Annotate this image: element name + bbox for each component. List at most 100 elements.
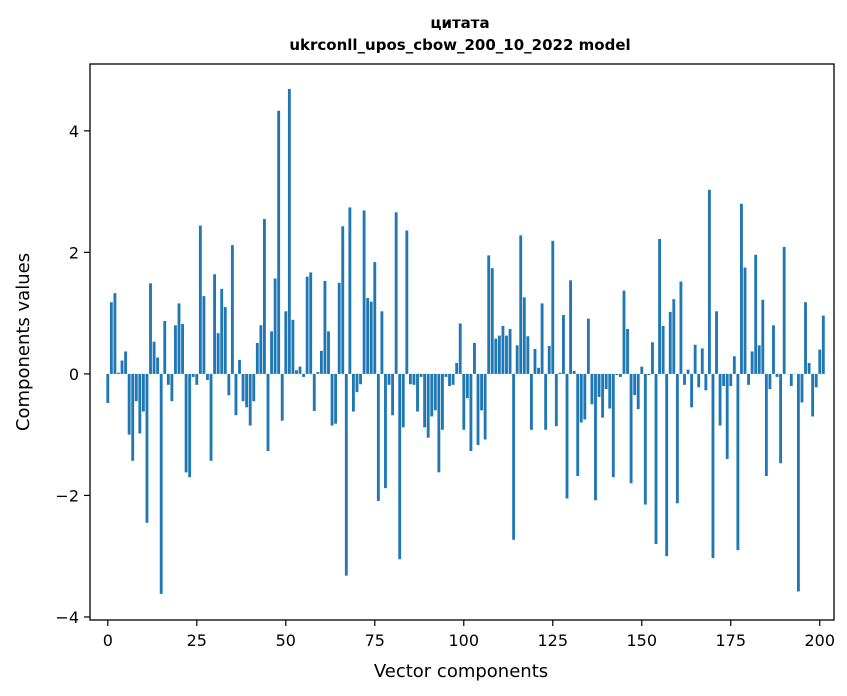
x-axis-ticks: 0 25 50 75 100 125 150 175 200 bbox=[103, 620, 835, 650]
bar bbox=[579, 373, 583, 423]
bar bbox=[391, 373, 395, 416]
bar bbox=[775, 373, 779, 377]
bar bbox=[277, 110, 281, 374]
bar bbox=[740, 203, 743, 374]
bar bbox=[658, 239, 661, 374]
bar bbox=[501, 325, 505, 374]
y-axis-ticks: −4 −2 0 2 4 bbox=[55, 122, 90, 627]
bar bbox=[184, 373, 188, 473]
bar bbox=[202, 296, 206, 374]
bar bbox=[174, 325, 177, 374]
bar bbox=[711, 373, 715, 559]
x-tick-label: 150 bbox=[626, 631, 657, 650]
bar bbox=[252, 373, 256, 402]
bar bbox=[462, 373, 466, 430]
bar bbox=[494, 338, 498, 374]
bar bbox=[362, 210, 366, 374]
bar bbox=[626, 328, 629, 374]
bar bbox=[259, 325, 263, 374]
x-tick-label: 75 bbox=[365, 631, 385, 650]
bar bbox=[319, 350, 323, 374]
bar bbox=[700, 348, 704, 374]
bar bbox=[113, 293, 117, 374]
bar bbox=[772, 325, 775, 374]
bar bbox=[789, 373, 793, 387]
y-tick-label: 4 bbox=[69, 122, 79, 141]
bar bbox=[601, 373, 605, 418]
bar bbox=[707, 189, 711, 374]
bar bbox=[156, 357, 160, 374]
bar bbox=[230, 245, 234, 374]
bar bbox=[768, 373, 772, 390]
bar bbox=[408, 373, 412, 385]
bar bbox=[629, 373, 633, 484]
bar bbox=[636, 373, 640, 410]
bar bbox=[551, 240, 555, 374]
bar bbox=[152, 341, 156, 374]
bar bbox=[106, 373, 110, 404]
bar bbox=[170, 373, 174, 402]
bar bbox=[618, 373, 622, 377]
bar bbox=[679, 281, 683, 374]
bar bbox=[476, 373, 480, 445]
bar bbox=[725, 373, 729, 459]
bar bbox=[522, 297, 526, 374]
bar bbox=[508, 328, 512, 374]
bar bbox=[159, 373, 163, 594]
x-tick-label: 175 bbox=[715, 631, 746, 650]
bar bbox=[131, 373, 135, 461]
bar bbox=[295, 370, 298, 374]
bar bbox=[529, 373, 533, 430]
bar bbox=[387, 373, 391, 385]
bar bbox=[782, 246, 786, 374]
bar bbox=[761, 299, 765, 374]
bar bbox=[195, 373, 199, 385]
bar bbox=[796, 373, 800, 592]
bar bbox=[273, 278, 277, 374]
bar bbox=[747, 373, 750, 385]
bar bbox=[473, 342, 476, 374]
bar bbox=[718, 373, 722, 426]
bar bbox=[355, 373, 359, 393]
bar bbox=[672, 299, 676, 374]
bar bbox=[234, 373, 238, 416]
bar bbox=[280, 373, 284, 421]
bar bbox=[704, 373, 708, 391]
bar bbox=[220, 288, 224, 374]
bar bbox=[359, 373, 362, 385]
bar bbox=[622, 290, 626, 374]
bar bbox=[558, 372, 562, 374]
bar bbox=[245, 373, 249, 408]
y-tick-label: 2 bbox=[69, 243, 79, 262]
bar bbox=[519, 235, 523, 374]
bar bbox=[352, 373, 355, 412]
bar bbox=[223, 307, 227, 374]
x-axis-label: Vector components bbox=[374, 661, 548, 682]
bar bbox=[743, 267, 747, 374]
bar bbox=[181, 324, 184, 374]
bar bbox=[398, 373, 402, 560]
bar bbox=[316, 372, 320, 374]
bar bbox=[651, 342, 654, 374]
bar bbox=[166, 373, 170, 385]
bar bbox=[686, 369, 690, 374]
bar bbox=[344, 373, 348, 576]
chart-title-group: цитата ukrconll_upos_cbow_200_10_2022 mo… bbox=[289, 14, 630, 54]
bar bbox=[665, 373, 669, 557]
bar bbox=[430, 373, 434, 417]
y-tick-label: −4 bbox=[55, 608, 79, 627]
bar bbox=[608, 373, 612, 409]
bar bbox=[134, 373, 138, 402]
bar bbox=[117, 372, 120, 374]
bar bbox=[565, 373, 569, 499]
bar bbox=[337, 282, 341, 374]
bar bbox=[255, 342, 259, 374]
bar bbox=[124, 351, 128, 374]
bar bbox=[469, 373, 473, 452]
bar bbox=[433, 373, 437, 411]
bar bbox=[191, 373, 195, 377]
bar bbox=[298, 366, 302, 374]
bar bbox=[526, 336, 530, 374]
bar bbox=[643, 373, 647, 505]
